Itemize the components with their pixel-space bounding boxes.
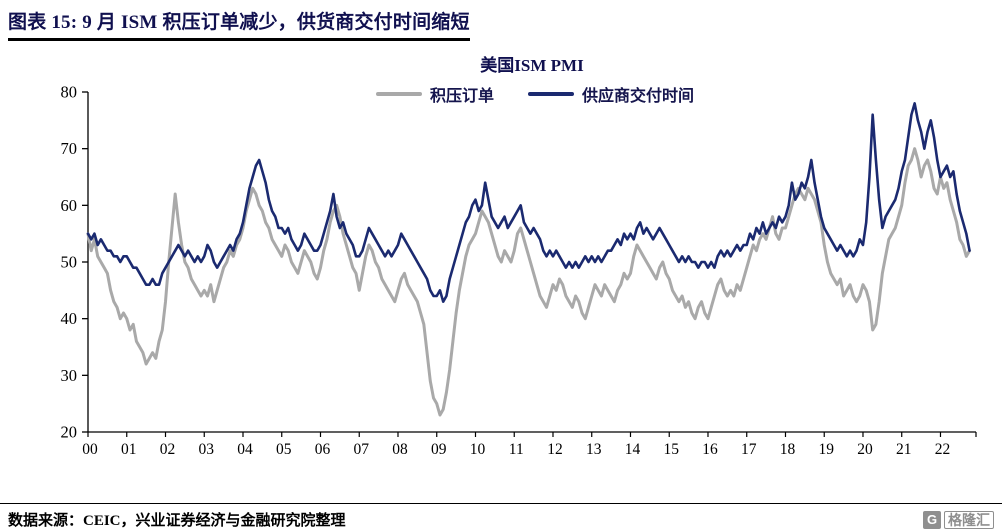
supplier-legend-label: 供应商交付时间 (582, 88, 695, 105)
legend-item-supplier: 供应商交付时间 (528, 82, 694, 106)
supplier-line-swatch (528, 92, 574, 96)
y-tick-label: 50 (61, 253, 78, 272)
x-tick-label: 02 (160, 441, 176, 457)
legend-item-backlog: 积压订单 (375, 82, 494, 106)
figure-footer: 数据来源：CEIC，兴业证券经济与金融研究院整理 G 格隆汇 (0, 503, 1002, 530)
x-tick-label: 13 (586, 441, 602, 457)
x-tick-label: 17 (741, 441, 757, 457)
backlog-line-swatch (375, 92, 422, 96)
y-tick-label: 70 (61, 139, 78, 158)
y-tick-label: 20 (61, 423, 78, 442)
y-tick-label: 60 (61, 196, 78, 215)
chart-area: 美国ISM PMI 积压订单 供应商交付时间 20 30 40 50 60 70 80 00 0… (0, 55, 1002, 457)
x-tick-label: 10 (470, 441, 486, 457)
chart-legend: 积压订单 供应商交付时间 (90, 82, 980, 106)
figure-header: 图表 15: 9 月 ISM 积压订单减少，供货商交付时间缩短 (0, 0, 1002, 41)
x-tick-label: 05 (276, 441, 292, 457)
y-tick-label: 30 (61, 366, 78, 385)
x-tick-label: 07 (353, 441, 369, 457)
backlog-legend-label: 积压订单 (429, 88, 494, 105)
supplier-delivery-line (86, 102, 971, 303)
x-tick-label: 01 (121, 441, 137, 457)
x-tick-label: 16 (702, 441, 718, 457)
gelonghui-logo-icon: G (923, 510, 941, 529)
chart-svg: 20 30 40 50 60 70 80 00 01 02 03 04 05 06 07 08 09 10 11 12… (61, 83, 977, 457)
x-tick-label: 06 (315, 441, 331, 457)
y-tick-label: 80 (61, 83, 78, 102)
chart-title: 美国ISM PMI (480, 56, 584, 75)
x-tick-label: 03 (198, 441, 214, 457)
x-tick-label: 14 (625, 441, 641, 457)
data-source-text: 数据来源：CEIC，兴业证券经济与金融研究院整理 (8, 513, 346, 529)
x-tick-label: 09 (431, 441, 447, 457)
x-tick-label: 22 (935, 441, 951, 457)
x-tick-label: 04 (237, 441, 253, 457)
figure-title: 图表 15: 9 月 ISM 积压订单减少，供货商交付时间缩短 (8, 7, 470, 41)
x-tick-label: 00 (82, 441, 98, 457)
gelonghui-logo-text: 格隆汇 (944, 510, 994, 529)
x-tick-label: 11 (509, 441, 524, 457)
backlog-orders-line (86, 147, 972, 417)
x-tick-label: 20 (857, 441, 873, 457)
x-tick-label: 08 (392, 441, 408, 457)
x-tick-label: 12 (547, 441, 563, 457)
x-tick-label: 18 (780, 441, 796, 457)
gelonghui-logo: G 格隆汇 (923, 510, 994, 529)
y-tick-label: 40 (61, 309, 78, 328)
x-tick-label: 19 (818, 441, 834, 457)
x-tick-label: 15 (663, 441, 679, 457)
x-tick-label: 21 (896, 441, 912, 457)
